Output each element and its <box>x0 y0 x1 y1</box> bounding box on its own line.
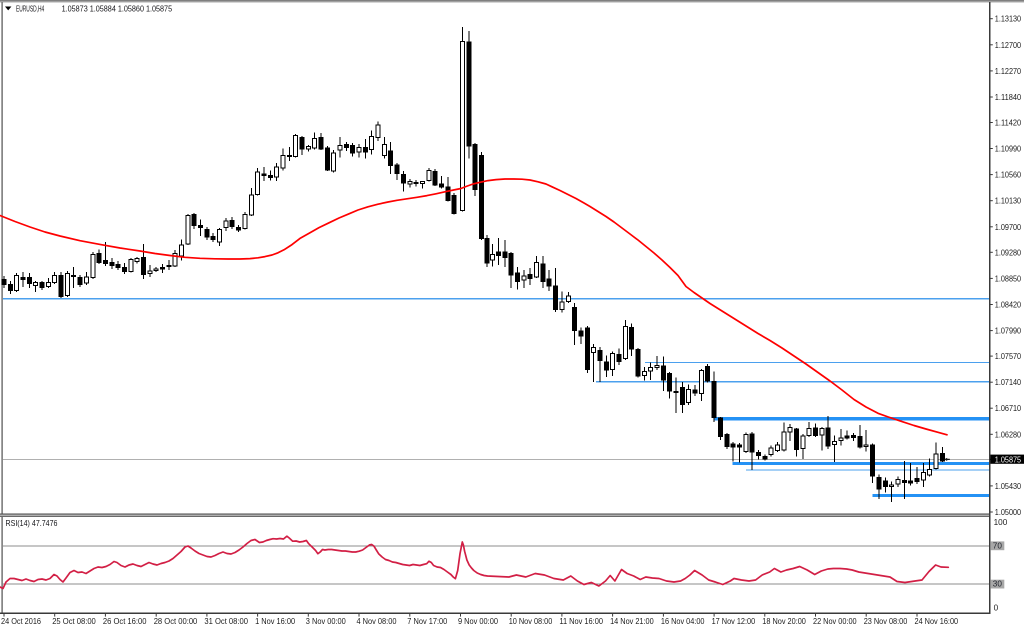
svg-text:25 Oct 08:00: 25 Oct 08:00 <box>52 617 96 626</box>
svg-text:100: 100 <box>994 518 1008 527</box>
svg-text:1.08850: 1.08850 <box>995 274 1022 283</box>
svg-text:11 Nov 16:00: 11 Nov 16:00 <box>559 617 603 626</box>
svg-text:1.06280: 1.06280 <box>995 430 1022 439</box>
svg-text:1.08420: 1.08420 <box>995 301 1022 310</box>
svg-text:1.12700: 1.12700 <box>995 41 1022 50</box>
svg-text:26 Oct 16:00: 26 Oct 16:00 <box>103 617 147 626</box>
svg-text:1.05873 1.05884 1.05860 1.0587: 1.05873 1.05884 1.05860 1.05875 <box>62 3 173 13</box>
svg-text:1 Nov 16:00: 1 Nov 16:00 <box>255 617 295 626</box>
svg-text:0: 0 <box>994 603 999 612</box>
svg-text:22 Nov 00:00: 22 Nov 00:00 <box>813 617 857 626</box>
svg-text:1.07990: 1.07990 <box>995 327 1022 336</box>
svg-text:1.09280: 1.09280 <box>995 248 1022 257</box>
svg-text:1.13130: 1.13130 <box>995 15 1022 24</box>
svg-text:1.07140: 1.07140 <box>995 378 1022 387</box>
svg-text:23 Nov 08:00: 23 Nov 08:00 <box>864 617 908 626</box>
svg-text:28 Oct 00:00: 28 Oct 00:00 <box>154 617 198 626</box>
svg-text:14 Nov 21:00: 14 Nov 21:00 <box>610 617 654 626</box>
svg-text:1.11840: 1.11840 <box>995 93 1022 102</box>
svg-text:17 Nov 12:00: 17 Nov 12:00 <box>712 617 756 626</box>
svg-text:1.05875: 1.05875 <box>995 455 1022 464</box>
svg-text:16 Nov 04:00: 16 Nov 04:00 <box>661 617 705 626</box>
svg-text:24 Nov 16:00: 24 Nov 16:00 <box>915 617 959 626</box>
svg-text:1.10990: 1.10990 <box>995 145 1022 154</box>
svg-text:1.11420: 1.11420 <box>995 119 1022 128</box>
svg-text:1.06710: 1.06710 <box>995 404 1022 413</box>
svg-text:1.05000: 1.05000 <box>995 508 1022 517</box>
svg-text:18 Nov 20:00: 18 Nov 20:00 <box>762 617 806 626</box>
svg-text:3 Nov 00:00: 3 Nov 00:00 <box>306 617 346 626</box>
svg-text:1.10560: 1.10560 <box>995 171 1022 180</box>
svg-text:9 Nov 00:00: 9 Nov 00:00 <box>458 617 498 626</box>
svg-text:1.05430: 1.05430 <box>995 482 1022 491</box>
svg-text:10 Nov 08:00: 10 Nov 08:00 <box>509 617 553 626</box>
svg-text:RSI(14) 47.7476: RSI(14) 47.7476 <box>6 519 58 528</box>
svg-text:7 Nov 17:00: 7 Nov 17:00 <box>407 617 447 626</box>
svg-text:70: 70 <box>993 541 1003 550</box>
svg-text:1.12270: 1.12270 <box>995 67 1022 76</box>
svg-text:24 Oct 2016: 24 Oct 2016 <box>1 617 41 626</box>
svg-text:1.07570: 1.07570 <box>995 352 1022 361</box>
svg-text:30: 30 <box>993 580 1003 589</box>
svg-text:EURUSD,H4: EURUSD,H4 <box>16 3 44 13</box>
svg-text:1.09700: 1.09700 <box>995 223 1022 232</box>
svg-text:4 Nov 08:00: 4 Nov 08:00 <box>357 617 397 626</box>
svg-text:31 Oct 08:00: 31 Oct 08:00 <box>204 617 248 626</box>
svg-text:1.10130: 1.10130 <box>995 197 1022 206</box>
